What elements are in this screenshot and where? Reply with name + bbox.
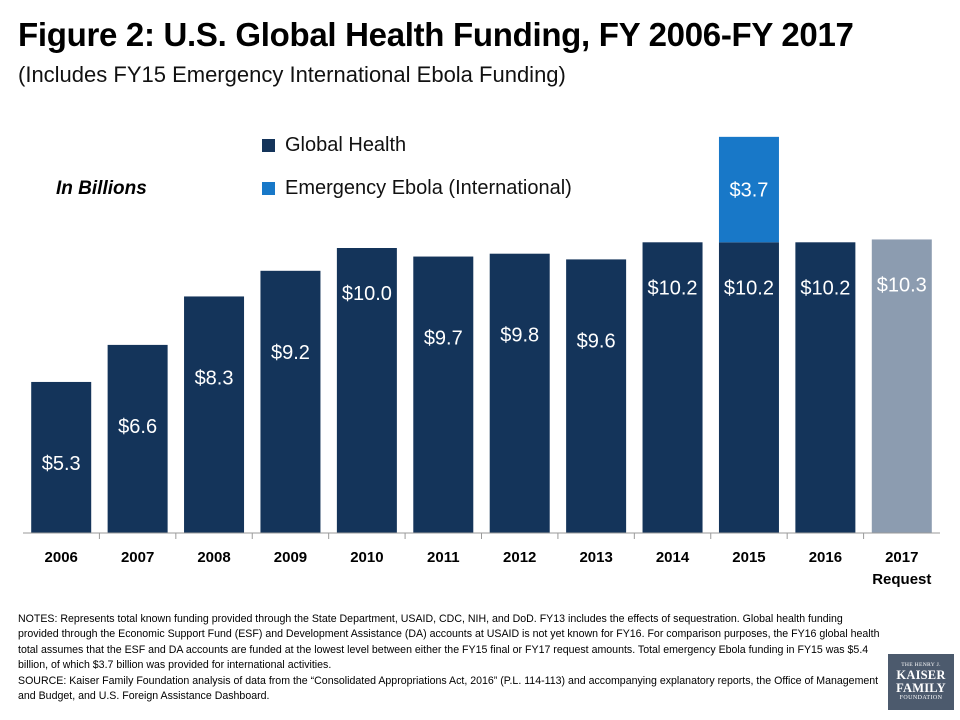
logo-line-1: THE HENRY J. <box>901 661 941 668</box>
legend-item-global-health: Global Health <box>262 132 572 158</box>
chart-title: Figure 2: U.S. Global Health Funding, FY… <box>18 16 854 53</box>
data-label-global-health-2012: $9.8 <box>500 325 539 347</box>
x-tick-sublabel-2017: Request <box>872 571 931 588</box>
bar-global-health-2008 <box>184 296 245 533</box>
x-tick-label-2009: 2009 <box>274 549 307 566</box>
legend-swatch-ebola <box>262 181 275 195</box>
data-label-global-health-2017: $10.3 <box>877 274 927 296</box>
bar-global-health-2007 <box>107 344 168 533</box>
data-label-global-health-2010: $10.0 <box>342 283 392 305</box>
data-label-global-health-2015: $10.2 <box>724 277 774 299</box>
x-tick-label-2011: 2011 <box>427 549 460 566</box>
data-label-global-health-2014: $10.2 <box>648 277 698 299</box>
source-text: SOURCE: Kaiser Family Foundation analysi… <box>18 674 879 703</box>
logo-line-2: KAISER <box>896 667 946 682</box>
legend-label-ebola: Emergency Ebola (International) <box>285 176 572 199</box>
bar-global-health-2017 <box>871 239 932 533</box>
data-label-global-health-2016: $10.2 <box>800 277 850 299</box>
unit-label: In Billions <box>56 178 147 199</box>
legend-item-ebola: Emergency Ebola (International) <box>262 175 572 201</box>
bar-global-health-2009 <box>260 270 321 533</box>
bar-global-health-2015 <box>718 242 779 534</box>
bar-global-health-2011 <box>413 256 474 533</box>
bar-global-health-2014 <box>642 242 703 534</box>
data-label-ebola-2015: $3.7 <box>729 180 768 202</box>
x-tick-label-2014: 2014 <box>656 549 690 566</box>
x-tick-label-2010: 2010 <box>350 549 383 566</box>
logo-line-3: FAMILY <box>896 680 946 695</box>
bar-global-health-2010 <box>336 248 397 533</box>
x-tick-label-2007: 2007 <box>121 549 154 566</box>
bar-chart: $5.3 2006 $6.6 2007 $8.3 2008 $9.2 2009 $10.0 201… <box>23 136 940 588</box>
bar-global-health-2012 <box>489 253 550 533</box>
data-label-global-health-2013: $9.6 <box>577 330 616 352</box>
data-label-global-health-2008: $8.3 <box>195 367 234 389</box>
x-tick-label-2008: 2008 <box>197 549 230 566</box>
legend: Global Health Emergency Ebola (Internati… <box>262 132 572 218</box>
chart-subtitle: (Includes FY15 Emergency International E… <box>18 62 566 87</box>
x-tick-label-2016: 2016 <box>809 549 842 566</box>
notes-text: NOTES: Represents total known funding pr… <box>18 613 880 672</box>
x-tick-label-2015: 2015 <box>732 549 765 566</box>
notes-block: NOTES: Represents total known funding pr… <box>18 612 880 704</box>
x-tick-label-2006: 2006 <box>45 549 78 566</box>
logo-line-4: FOUNDATION <box>899 694 943 701</box>
x-tick-label-2017: 2017 <box>885 549 918 566</box>
x-tick-label-2013: 2013 <box>579 549 612 566</box>
bar-global-health-2006 <box>31 381 92 533</box>
bar-global-health-2016 <box>795 242 856 534</box>
data-label-global-health-2009: $9.2 <box>271 342 310 364</box>
x-tick-label-2012: 2012 <box>503 549 536 566</box>
data-label-global-health-2007: $6.6 <box>118 416 157 438</box>
kff-logo: THE HENRY J. KAISER FAMILY FOUNDATION <box>888 654 954 710</box>
bar-global-health-2013 <box>566 259 627 533</box>
data-label-global-health-2011: $9.7 <box>424 328 463 350</box>
legend-swatch-global-health <box>262 138 275 152</box>
bar-ebola-2015 <box>718 136 779 243</box>
data-label-global-health-2006: $5.3 <box>42 453 81 475</box>
legend-label-global-health: Global Health <box>285 133 407 156</box>
